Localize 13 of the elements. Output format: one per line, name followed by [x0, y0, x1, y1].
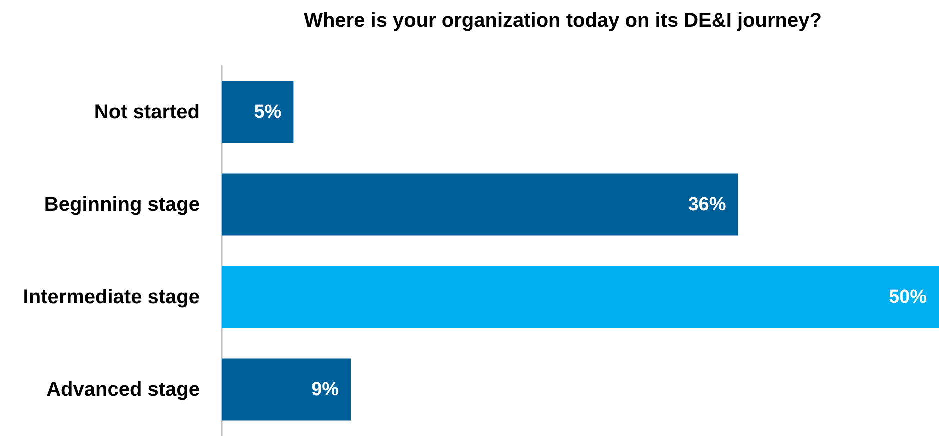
data-label: 50%	[888, 286, 928, 308]
y-tick-label: Beginning stage	[44, 194, 200, 216]
data-label: 36%	[688, 194, 726, 216]
data-label: 9%	[312, 379, 340, 400]
bar	[222, 358, 352, 421]
y-tick-label: Intermediate stage	[23, 286, 200, 308]
y-tick-label: Not started	[94, 101, 200, 124]
chart-title: Where is your organization today on its DE&I journey?	[304, 10, 822, 32]
data-label: 5%	[254, 102, 282, 123]
bar	[222, 81, 294, 144]
bar	[222, 266, 939, 328]
bar	[222, 174, 738, 236]
y-tick-label: Advanced stage	[46, 378, 200, 401]
